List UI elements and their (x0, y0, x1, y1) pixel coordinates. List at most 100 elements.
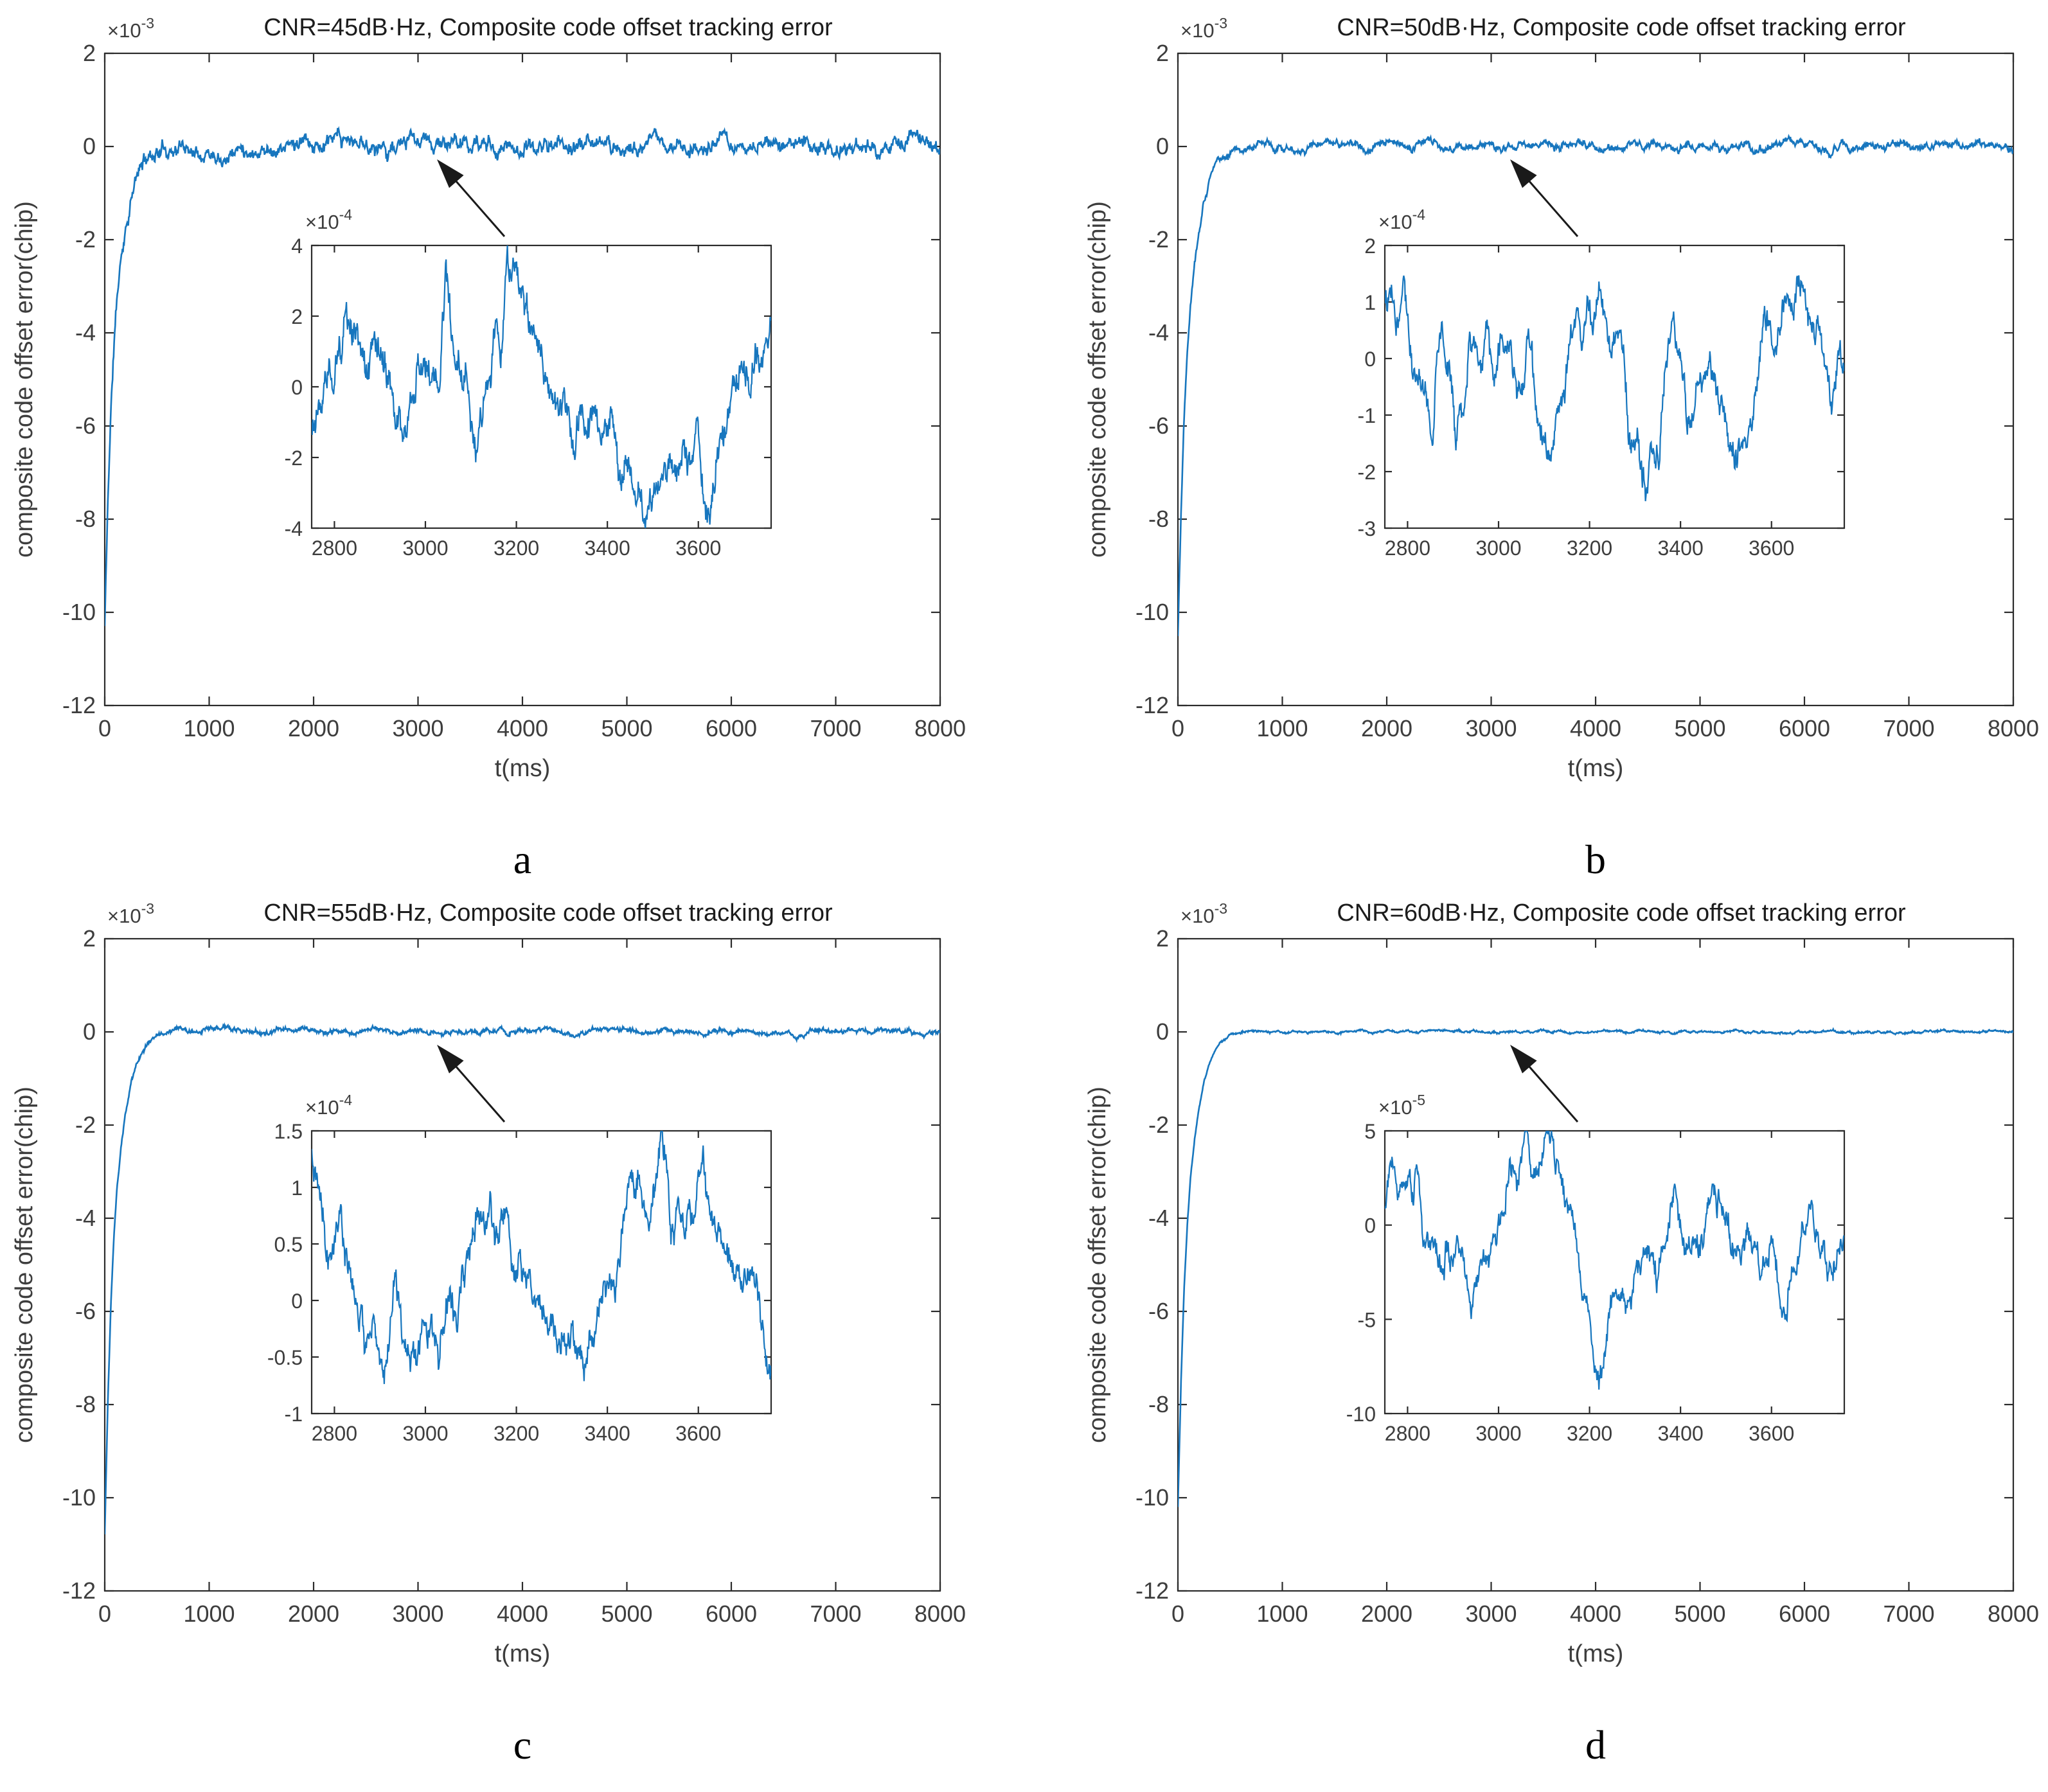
inset-axes-frame (1384, 244, 1846, 529)
main-axes-x-tick-label: 8000 (1988, 715, 2039, 741)
main-axes-y-tick-label: -4 (1148, 1205, 1169, 1231)
y-axis-label: composite code offset error(chip) (1084, 1087, 1111, 1443)
main-axes-y-tick-label: -6 (75, 413, 96, 439)
panel-b-letter: b (1585, 837, 1606, 882)
inset-axes-x-tick-label: 2800 (312, 537, 357, 560)
chart-title: CNR=55dB·Hz, Composite code offset track… (263, 900, 833, 927)
inset-axes-y-tick-label: 1 (291, 1176, 303, 1200)
main-axes-y-tick-label: -12 (62, 692, 96, 718)
x-axis-label: t(ms) (1568, 755, 1624, 782)
main-axes-x-tick-label: 2000 (288, 1601, 339, 1627)
main-axes-x-tick-label: 3000 (392, 1601, 443, 1627)
panel-c-letter: c (513, 1722, 532, 1768)
main-axes-x-tick-label: 8000 (1988, 1601, 2039, 1627)
main-axes-y-tick-label: -12 (62, 1577, 96, 1604)
main-axes-x-tick-label: 6000 (706, 1601, 757, 1627)
main-axes-x-tick-label: 4000 (1570, 1601, 1621, 1627)
main-axes-y-tick-label: -12 (1135, 692, 1169, 718)
main-axes-y-tick-label: -6 (1148, 1298, 1169, 1324)
inset-axes-x-tick-label: 3200 (494, 537, 539, 560)
main-exp-label: ×10-3 (1180, 900, 1227, 927)
main-exp-label: ×10-3 (1180, 15, 1227, 42)
inset-axes-y-tick-label: 0 (291, 376, 303, 399)
main-axes-x-tick-label: 2000 (288, 715, 339, 741)
main-axes-y-tick-label: 0 (1156, 133, 1169, 159)
inset-axes-y-tick-label: 0 (1364, 348, 1376, 371)
inset-background (1385, 1131, 1844, 1414)
main-axes-x-tick-label: 8000 (914, 715, 966, 741)
inset-axes-x-tick-label: 3000 (402, 1422, 448, 1445)
main-axes-y-tick-label: -10 (62, 1484, 96, 1511)
inset-axes-y-tick-label: -1 (285, 1403, 303, 1426)
inset-axes-x-tick-label: 3200 (1567, 1422, 1612, 1445)
annotation-arrow-shaft (1526, 178, 1579, 237)
inset-axes-y-tick-label: 1.5 (274, 1120, 303, 1143)
main-axes-x-tick-label: 1000 (1256, 715, 1308, 741)
inset-axes-y-tick-label: -5 (1358, 1308, 1376, 1331)
panel-d-letter: d (1585, 1722, 1606, 1768)
main-axes-x-tick-label: 5000 (1674, 715, 1725, 741)
x-axis-label: t(ms) (1568, 1640, 1624, 1667)
main-axes-y-tick-label: -10 (1135, 599, 1169, 625)
panel-c-group: CNR=55dB·Hz, Composite code offset track… (11, 900, 966, 1667)
inset-axes-x-tick-label: 3600 (675, 537, 721, 560)
annotation-arrow-shaft (1526, 1063, 1579, 1122)
annotation-arrow-shaft (453, 178, 506, 237)
main-axes-x-tick-label: 5000 (601, 1601, 652, 1627)
main-axes-x-tick-label: 3000 (1465, 1601, 1517, 1627)
inset-axes-frame (1384, 1130, 1846, 1415)
main-axes-x-tick-label: 7000 (1883, 715, 1934, 741)
main-axes-x-tick-label: 2000 (1361, 1601, 1412, 1627)
main-axes-x-tick-label: 7000 (810, 715, 861, 741)
inset-axes-x-tick-label: 3400 (1658, 537, 1704, 560)
main-axes-y-tick-label: -2 (75, 226, 96, 253)
inset-axes-x-tick-label: 3200 (494, 1422, 539, 1445)
main-axes-x-tick-label: 5000 (1674, 1601, 1725, 1627)
inset-axes-y-tick-label: 1 (1364, 291, 1376, 314)
inset-axes-x-tick-label: 3600 (675, 1422, 721, 1445)
annotation-arrow-head (437, 159, 464, 188)
main-exp-label: ×10-3 (107, 900, 154, 927)
inset-background (1385, 245, 1844, 528)
inset-axes-y-tick-label: -2 (1358, 461, 1376, 484)
inset-axes-x-tick-label: 3000 (1475, 537, 1521, 560)
inset-axes-x-tick-label: 3200 (1567, 537, 1612, 560)
main-axes-x-tick-label: 6000 (706, 715, 757, 741)
annotation-arrow-head (437, 1045, 464, 1074)
main-axes-x-tick-label: 7000 (1883, 1601, 1934, 1627)
panel-a-chart: CNR=45dB·Hz, Composite code offset track… (11, 14, 966, 782)
inset-axes-y-tick-label: 0 (1364, 1214, 1376, 1238)
main-axes-y-tick-label: -8 (75, 1391, 96, 1417)
inset-trace (1385, 275, 1844, 502)
inset-axes-x-tick-label: 2800 (1385, 537, 1430, 560)
x-axis-label: t(ms) (495, 1640, 551, 1667)
main-axes-x-tick-label: 3000 (1465, 715, 1517, 741)
inset-exp-label: ×10-4 (1378, 206, 1425, 233)
main-trace (1178, 1027, 2013, 1507)
main-exp-label: ×10-3 (107, 15, 154, 42)
inset-background (312, 1131, 771, 1414)
main-axes-x-tick-label: 1000 (1256, 1601, 1308, 1627)
panel-d-group: CNR=60dB·Hz, Composite code offset track… (1084, 900, 2039, 1667)
main-axes-y-tick-label: -2 (1148, 226, 1169, 253)
main-axes-y-tick-label: -6 (75, 1298, 96, 1324)
inset-axes-y-tick-label: 2 (291, 305, 303, 328)
main-axes-y-tick-label: -10 (1135, 1484, 1169, 1511)
inset-axes-x-tick-label: 3400 (585, 537, 630, 560)
main-axes-x-tick-label: 2000 (1361, 715, 1412, 741)
inset-axes-x-tick-label: 2800 (312, 1422, 357, 1445)
inset-trace (312, 245, 771, 528)
main-axes-y-tick-label: 2 (83, 925, 96, 952)
inset-axes-x-tick-label: 3600 (1749, 537, 1794, 560)
inset-axes-y-tick-label: -3 (1358, 517, 1376, 540)
inset-exp-label: ×10-4 (305, 1092, 352, 1119)
main-axes-y-tick-label: 2 (83, 40, 96, 66)
panel-c-chart: CNR=55dB·Hz, Composite code offset track… (11, 900, 966, 1667)
main-axes-y-tick-label: -8 (75, 506, 96, 532)
main-axes-x-tick-label: 4000 (497, 1601, 548, 1627)
main-axes-x-tick-label: 7000 (810, 1601, 861, 1627)
main-axes-x-tick-label: 1000 (183, 715, 235, 741)
main-axes-y-tick-label: -4 (1148, 319, 1169, 346)
chart-title: CNR=45dB·Hz, Composite code offset track… (263, 14, 833, 41)
